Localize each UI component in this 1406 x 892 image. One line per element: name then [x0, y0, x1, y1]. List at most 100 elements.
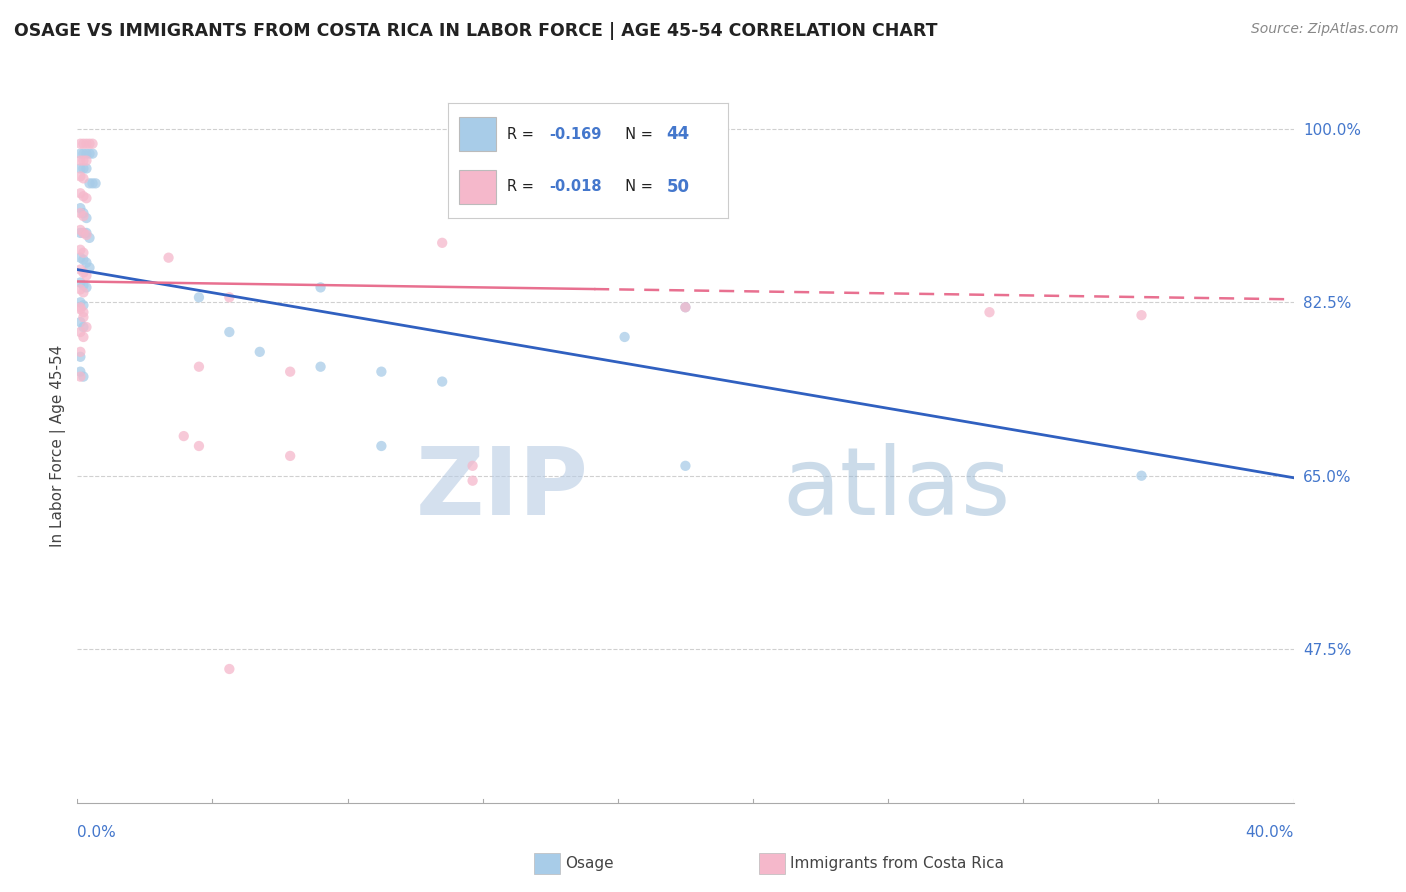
Point [249, 344, 271, 359]
Point [72, 161, 94, 176]
Text: Osage: Osage [565, 856, 614, 871]
Point [69, 206, 91, 220]
Point [75, 136, 97, 151]
Point [173, 429, 195, 443]
Point [69, 186, 91, 201]
Point [79, 146, 101, 161]
Point [84, 177, 107, 191]
Point [72, 146, 94, 161]
Point [675, 458, 697, 473]
Point [69, 276, 91, 290]
Point [82, 177, 104, 191]
Text: ZIP: ZIP [415, 442, 588, 535]
Point [69, 161, 91, 176]
Point [69, 153, 91, 168]
Text: Source: ZipAtlas.com: Source: ZipAtlas.com [1251, 22, 1399, 37]
Point [72, 278, 94, 293]
Point [72, 369, 94, 384]
Point [69, 243, 91, 257]
Point [69, 365, 91, 379]
Point [72, 226, 94, 240]
Point [72, 266, 94, 280]
Point [69, 350, 91, 364]
Point [69, 136, 91, 151]
Point [69, 262, 91, 277]
Point [69, 344, 91, 359]
Point [75, 161, 97, 176]
Text: OSAGE VS IMMIGRANTS FROM COSTA RICA IN LABOR FORCE | AGE 45-54 CORRELATION CHART: OSAGE VS IMMIGRANTS FROM COSTA RICA IN L… [14, 22, 938, 40]
Point [69, 223, 91, 237]
Point [75, 255, 97, 269]
Point [72, 298, 94, 312]
Point [75, 268, 97, 283]
Point [188, 439, 211, 453]
Point [432, 235, 454, 250]
Point [69, 315, 91, 329]
Point [79, 231, 101, 245]
Point [72, 171, 94, 186]
Point [613, 330, 636, 344]
Point [72, 330, 94, 344]
Point [72, 245, 94, 260]
Point [75, 320, 97, 334]
Y-axis label: In Labor Force | Age 45-54: In Labor Force | Age 45-54 [51, 345, 66, 547]
Point [278, 449, 301, 463]
Text: atlas: atlas [783, 442, 1011, 535]
Point [75, 146, 97, 161]
Point [72, 226, 94, 240]
Point [72, 189, 94, 203]
Point [218, 290, 240, 304]
Point [69, 295, 91, 310]
Point [188, 359, 211, 374]
Text: 0.0%: 0.0% [77, 825, 117, 840]
Point [218, 325, 240, 339]
Point [370, 439, 392, 453]
Point [675, 300, 697, 314]
Point [72, 252, 94, 267]
Point [69, 226, 91, 240]
Point [75, 211, 97, 225]
Point [69, 282, 91, 296]
Point [979, 305, 1001, 319]
Point [75, 280, 97, 294]
Point [69, 201, 91, 215]
Point [72, 209, 94, 223]
Point [72, 305, 94, 319]
Point [370, 365, 392, 379]
Point [69, 300, 91, 314]
Point [75, 227, 97, 242]
Point [75, 153, 97, 168]
Point [69, 302, 91, 317]
Point [309, 359, 332, 374]
Point [1130, 308, 1153, 322]
Point [1130, 468, 1153, 483]
Point [72, 206, 94, 220]
Point [69, 146, 91, 161]
Point [82, 136, 104, 151]
Point [72, 310, 94, 325]
Point [72, 136, 94, 151]
Point [461, 474, 484, 488]
Point [72, 320, 94, 334]
Point [218, 662, 240, 676]
Point [69, 169, 91, 184]
Text: Immigrants from Costa Rica: Immigrants from Costa Rica [790, 856, 1004, 871]
Point [69, 369, 91, 384]
Point [309, 280, 332, 294]
Point [188, 290, 211, 304]
Point [278, 365, 301, 379]
Point [432, 375, 454, 389]
Point [79, 177, 101, 191]
Point [72, 285, 94, 300]
Point [69, 251, 91, 265]
Point [461, 458, 484, 473]
Point [75, 191, 97, 205]
Point [72, 153, 94, 168]
Point [79, 136, 101, 151]
Point [675, 300, 697, 314]
Point [79, 260, 101, 275]
Point [82, 146, 104, 161]
Point [157, 251, 180, 265]
Text: 40.0%: 40.0% [1246, 825, 1294, 840]
Point [69, 325, 91, 339]
